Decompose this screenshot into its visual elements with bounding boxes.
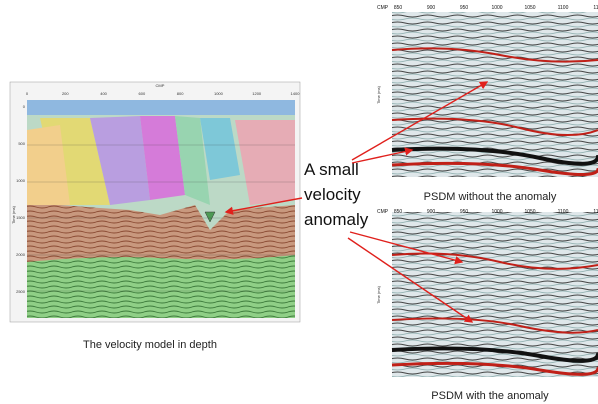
x-tick-label: 1400 xyxy=(291,91,301,96)
seismic-section xyxy=(391,12,598,177)
x-tick-label: 950 xyxy=(460,209,469,215)
x-tick-label: 11 xyxy=(593,5,598,11)
axis-title: Time (ms) xyxy=(376,285,381,304)
x-tick-label: 1050 xyxy=(524,5,535,11)
annotation-line: A small xyxy=(304,160,359,179)
x-tick-label: 600 xyxy=(139,91,146,96)
x-tick-label: 400 xyxy=(100,91,107,96)
x-tick-label: 1200 xyxy=(252,91,262,96)
annotation-line: velocity xyxy=(304,185,361,204)
x-tick-label: 200 xyxy=(62,91,69,96)
x-tick-label: 0 xyxy=(26,91,29,96)
x-tick-label: 900 xyxy=(427,5,436,11)
x-tick-label: 1050 xyxy=(524,209,535,215)
y-tick-label: 500 xyxy=(18,141,25,146)
y-tick-label: 2000 xyxy=(16,252,26,257)
x-tick-label: 950 xyxy=(460,5,469,11)
y-tick-label: 0 xyxy=(23,104,26,109)
x-tick-label: 1000 xyxy=(491,5,502,11)
x-tick-label: 850 xyxy=(394,5,403,11)
y-tick-label: 1000 xyxy=(16,178,26,183)
arrows xyxy=(224,81,489,323)
caption: The velocity model in depth xyxy=(83,339,217,351)
x-tick-label: 1100 xyxy=(558,5,569,11)
annotation-line: anomaly xyxy=(304,210,369,229)
x-tick-label: 850 xyxy=(394,209,403,215)
x-tick-label: 1000 xyxy=(214,91,224,96)
axis-title: CMP xyxy=(377,5,389,11)
x-tick-label: 900 xyxy=(427,209,436,215)
seismic-section xyxy=(391,212,598,377)
x-tick-label: 1100 xyxy=(558,209,569,215)
x-tick-label: 800 xyxy=(177,91,184,96)
axis-title: CMP xyxy=(156,83,165,88)
caption: PSDM without the anomaly xyxy=(424,191,557,203)
velocity-model xyxy=(9,81,301,323)
y-tick-label: 1500 xyxy=(16,215,26,220)
axis-title: CMP xyxy=(377,209,389,215)
caption: PSDM with the anomaly xyxy=(431,390,549,402)
axis-title: Time (ms) xyxy=(11,205,16,224)
x-tick-label: 11 xyxy=(593,209,598,215)
y-tick-label: 2500 xyxy=(16,289,26,294)
x-tick-label: 1000 xyxy=(491,209,502,215)
axis-title: Time (ms) xyxy=(376,85,381,104)
